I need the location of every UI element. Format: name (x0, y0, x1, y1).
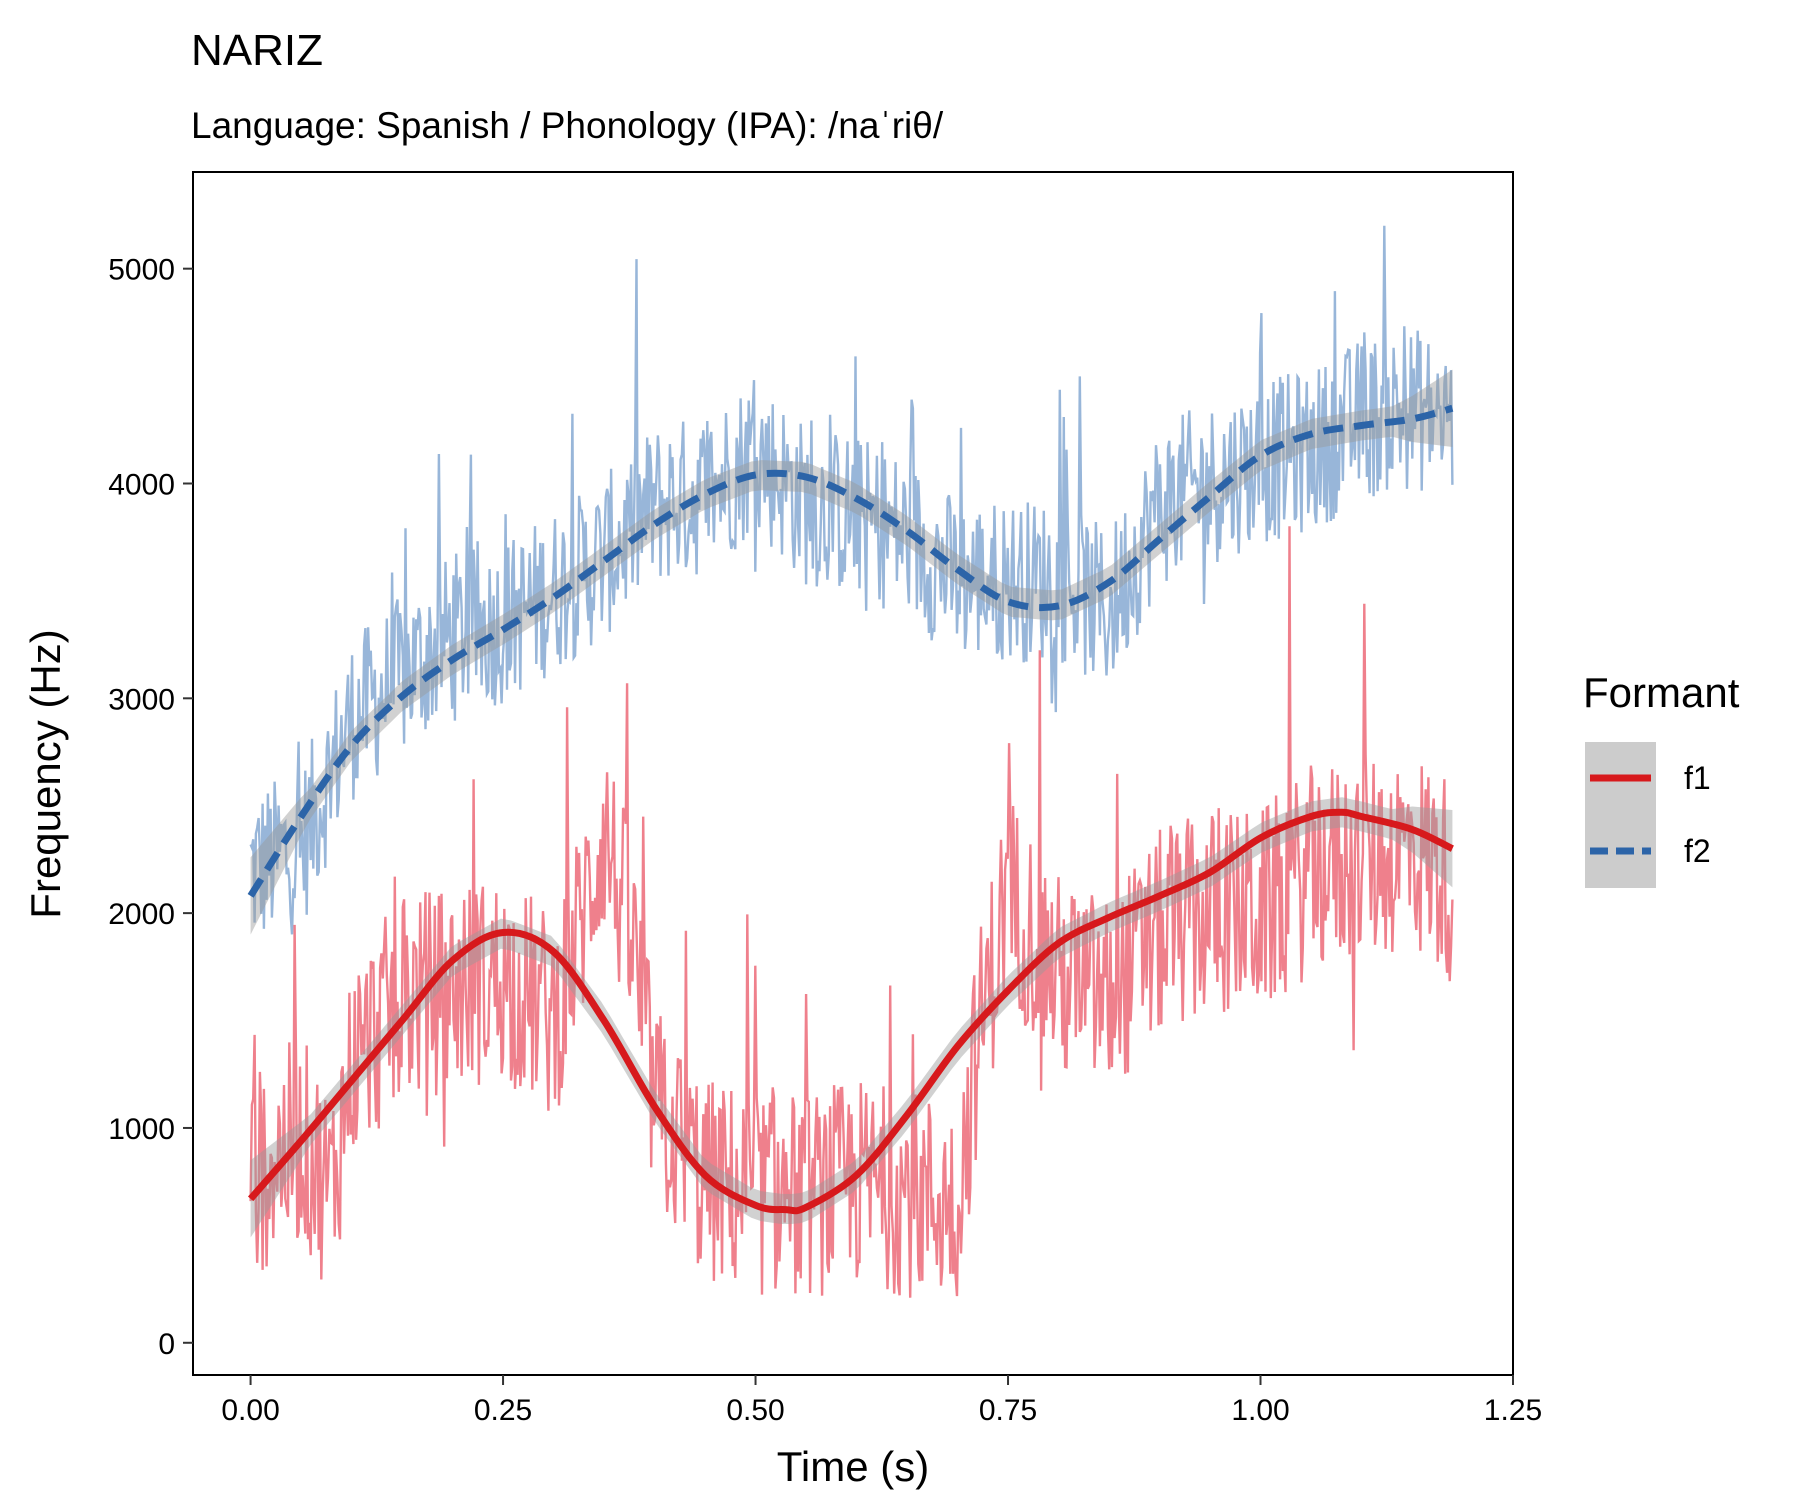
y-tick-label: 3000 (108, 683, 175, 716)
y-axis: 0 1000 2000 3000 4000 5000 (108, 254, 193, 1361)
confidence-band-f1 (250, 797, 1453, 1238)
x-tick-label: 0.25 (474, 1394, 532, 1427)
legend-label-f1: f1 (1684, 760, 1711, 796)
legend-title: Formant (1583, 669, 1740, 716)
y-axis-label: Frequency (Hz) (22, 629, 69, 918)
y-tick-label: 0 (158, 1328, 175, 1361)
x-tick-label: 1.00 (1231, 1394, 1289, 1427)
x-tick-label: 0.50 (726, 1394, 784, 1427)
chart-subtitle: Language: Spanish / Phonology (IPA): /na… (191, 105, 944, 146)
y-tick-label: 5000 (108, 254, 175, 287)
legend-label-f2: f2 (1684, 833, 1711, 869)
x-tick-label: 0.75 (979, 1394, 1037, 1427)
y-tick-label: 4000 (108, 468, 175, 501)
x-tick-label: 1.25 (1484, 1394, 1542, 1427)
y-tick-label: 1000 (108, 1113, 175, 1146)
legend: Formant f1 f2 (1583, 669, 1740, 888)
chart-title: NARIZ (191, 26, 323, 75)
plot-area (192, 171, 1514, 1376)
smooth-lines-layer (247, 404, 1454, 1215)
raw-traces-layer (249, 225, 1454, 1298)
raw-trace-f2 (249, 225, 1454, 935)
plot-panel-border (192, 171, 1514, 1376)
smooth-line-f2 (247, 404, 1454, 898)
raw-trace-f1 (249, 526, 1454, 1298)
x-axis-label: Time (s) (777, 1443, 929, 1490)
smooth-line-f1 (247, 808, 1454, 1215)
x-axis: 0.00 0.25 0.50 0.75 1.00 1.25 (221, 1375, 1542, 1427)
x-tick-label: 0.00 (221, 1394, 279, 1427)
y-tick-label: 2000 (108, 898, 175, 931)
